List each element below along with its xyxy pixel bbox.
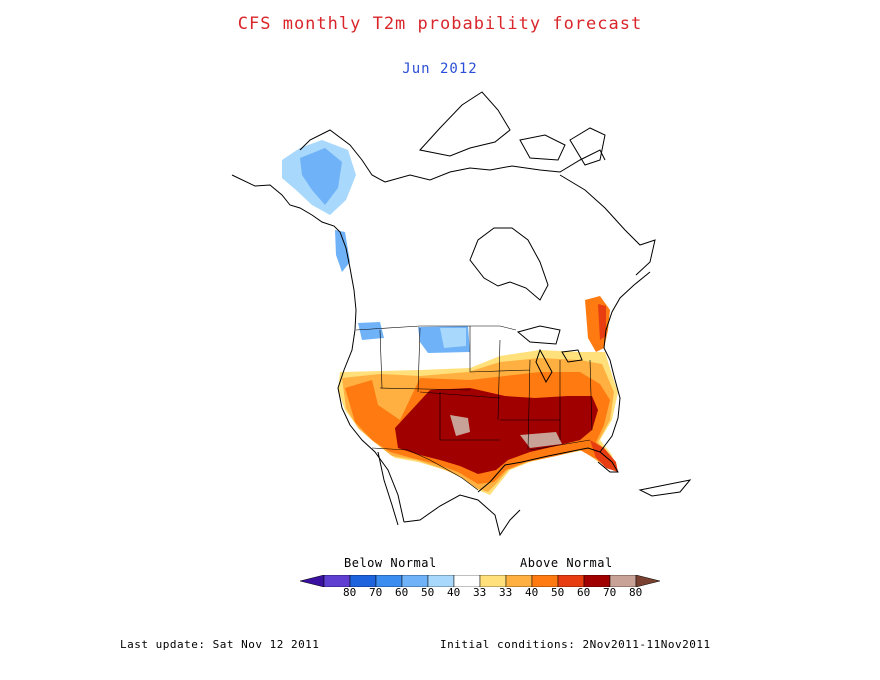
alaska-below-normal-core <box>300 148 342 205</box>
montana-below-normal-area <box>358 322 384 340</box>
mexico-coast <box>403 494 521 537</box>
legend-tick-label: 80 <box>343 586 357 599</box>
political-borders <box>355 325 593 491</box>
legend-colorbar <box>300 575 660 587</box>
atlantic-coast <box>599 271 651 453</box>
last-update-text: Last update: Sat Nov 12 2011 <box>120 638 320 651</box>
canada-north-coast <box>384 149 606 183</box>
great-lakes <box>516 325 583 384</box>
legend-tick-label: 50 <box>551 586 565 599</box>
legend-tick-label: 60 <box>577 586 591 599</box>
coastlines <box>231 91 692 537</box>
us-mexico-border <box>371 447 479 491</box>
baja-coast <box>377 451 399 526</box>
gulf-coast <box>477 447 619 493</box>
northeast-above-normal-area <box>585 296 610 352</box>
legend-tick-label: 40 <box>525 586 539 599</box>
state-lines <box>379 326 593 451</box>
legend-swatch-high-end <box>635 575 660 587</box>
legend-tick-label: 40 <box>447 586 461 599</box>
us-above-80-spot-texas <box>450 415 470 436</box>
dakotas-below-normal-light <box>440 328 466 348</box>
legend-above-label: Above Normal <box>520 556 613 570</box>
cuba <box>638 479 692 497</box>
legend-swatch-low-end <box>300 575 325 587</box>
us-above-70-area <box>395 388 598 474</box>
map-title: CFS monthly T2m probability forecast <box>237 14 643 34</box>
probability-shading <box>282 140 618 495</box>
legend-below-label: Below Normal <box>344 556 437 570</box>
northeast-above-normal-core <box>598 304 606 340</box>
greenland-edge <box>569 127 606 166</box>
legend-tick-label: 33 <box>499 586 513 599</box>
alaska-coast <box>231 129 386 233</box>
us-above-80-spot-southeast <box>520 432 562 448</box>
arctic-islands <box>419 91 566 161</box>
pacific-coast <box>337 231 405 523</box>
bc-coast-below-normal-area <box>335 230 350 272</box>
legend-tick-label: 60 <box>395 586 409 599</box>
florida-above-normal-area <box>590 440 618 472</box>
legend-tick-label: 50 <box>421 586 435 599</box>
labrador-coast <box>559 174 656 276</box>
legend-tick-label: 70 <box>369 586 383 599</box>
legend-tick-label: 70 <box>603 586 617 599</box>
legend-tick-label: 33 <box>473 586 487 599</box>
initial-conditions-text: Initial conditions: 2Nov2011-11Nov2011 <box>440 638 711 651</box>
legend-tick-label: 80 <box>629 586 643 599</box>
hudson-bay <box>469 227 549 301</box>
map-subtitle: Jun 2012 <box>402 61 478 77</box>
